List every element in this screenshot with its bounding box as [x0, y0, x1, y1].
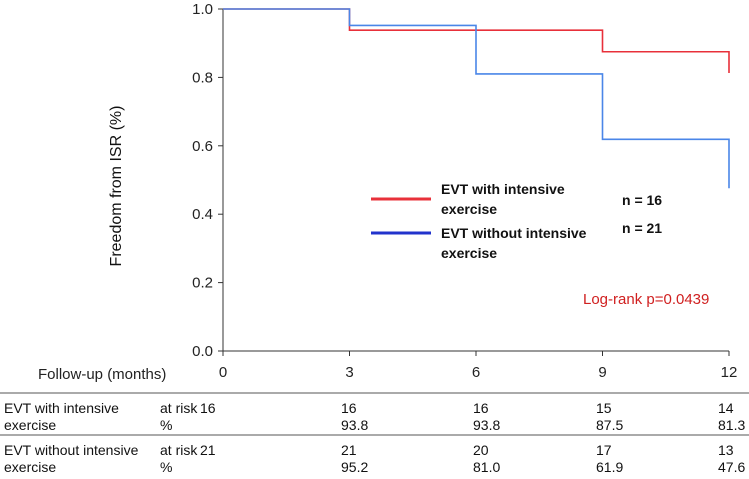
x-tick-label: 6 [472, 364, 480, 381]
y-tick-label: 0.8 [192, 69, 213, 86]
row-2-label-line2: exercise [4, 459, 56, 475]
percent-cell: 81.0 [473, 459, 500, 475]
km-curve-series-2 [223, 8, 730, 189]
risk-table: EVT with intensive exercise at risk % 16… [0, 392, 749, 475]
x-tick-label: 3 [345, 364, 353, 381]
x-tick-label: 12 [721, 364, 738, 381]
y-axis-ticks: 0.0 0.2 0.4 0.6 0.8 1.0 [192, 1, 223, 360]
at-risk-cell: 16 [473, 400, 489, 416]
y-tick-label: 0.2 [192, 275, 213, 292]
row-2-cells: 21 21 20 17 13 95.2 81.0 61.9 47.6 [200, 442, 745, 475]
x-axis-ticks: 0 3 6 9 12 [219, 351, 738, 381]
row-1-at-risk-label: at risk [160, 400, 198, 416]
log-rank-annotation: Log-rank p=0.0439 [583, 291, 709, 308]
row-1-label-line1: EVT with intensive [4, 400, 119, 416]
x-tick-label: 9 [598, 364, 606, 381]
at-risk-cell: 13 [718, 442, 734, 458]
table-row: EVT without intensive exercise at risk %… [4, 442, 745, 475]
at-risk-cell: 14 [718, 400, 734, 416]
row-2-at-risk-label: at risk [160, 442, 198, 458]
at-risk-cell: 21 [200, 442, 216, 458]
at-risk-cell: 17 [596, 442, 612, 458]
percent-cell: 95.2 [341, 459, 368, 475]
percent-cell: 87.5 [596, 417, 623, 433]
y-axis-label: Freedom from ISR (%) [108, 106, 125, 267]
legend: EVT with intensive exercise n = 16 EVT w… [371, 181, 662, 261]
percent-cell: 93.8 [341, 417, 368, 433]
legend-label-series-1-line2: exercise [441, 201, 497, 217]
legend-n-series-1: n = 16 [622, 192, 662, 208]
legend-n-series-2: n = 21 [622, 220, 662, 236]
row-1-percent-label: % [160, 417, 172, 433]
table-row: EVT with intensive exercise at risk % 16… [4, 400, 745, 433]
at-risk-cell: 15 [596, 400, 612, 416]
row-2-label-line1: EVT without intensive [4, 442, 139, 458]
y-tick-label: 0.6 [192, 138, 213, 155]
percent-cell: 93.8 [473, 417, 500, 433]
row-1-label-line2: exercise [4, 417, 56, 433]
x-axis-label: Follow-up (months) [38, 366, 166, 383]
y-tick-label: 1.0 [192, 1, 213, 18]
percent-cell: 47.6 [718, 459, 745, 475]
percent-cell: 81.3 [718, 417, 745, 433]
at-risk-cell: 20 [473, 442, 489, 458]
percent-cell: 61.9 [596, 459, 623, 475]
y-tick-label: 0.4 [192, 206, 213, 223]
legend-label-series-1-line1: EVT with intensive [441, 181, 565, 197]
row-2-percent-label: % [160, 459, 172, 475]
x-tick-label: 0 [219, 364, 227, 381]
at-risk-cell: 21 [341, 442, 357, 458]
y-tick-label: 0.0 [192, 343, 213, 360]
row-1-cells: 16 16 16 15 14 93.8 93.8 87.5 81.3 [200, 400, 745, 433]
at-risk-cell: 16 [200, 400, 216, 416]
legend-label-series-2-line2: exercise [441, 245, 497, 261]
legend-label-series-2-line1: EVT without intensive [441, 225, 587, 241]
at-risk-cell: 16 [341, 400, 357, 416]
survival-curves [223, 8, 730, 189]
